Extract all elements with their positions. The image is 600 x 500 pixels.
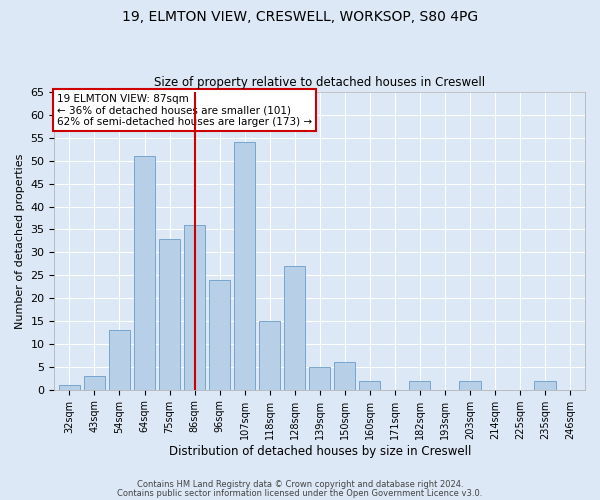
Bar — [284, 266, 305, 390]
Bar — [234, 142, 255, 390]
X-axis label: Distribution of detached houses by size in Creswell: Distribution of detached houses by size … — [169, 444, 471, 458]
Bar — [159, 238, 180, 390]
Bar — [84, 376, 105, 390]
Bar — [459, 380, 481, 390]
Bar — [359, 380, 380, 390]
Text: Contains public sector information licensed under the Open Government Licence v3: Contains public sector information licen… — [118, 489, 482, 498]
Text: Contains HM Land Registry data © Crown copyright and database right 2024.: Contains HM Land Registry data © Crown c… — [137, 480, 463, 489]
Bar — [535, 380, 556, 390]
Title: Size of property relative to detached houses in Creswell: Size of property relative to detached ho… — [154, 76, 485, 90]
Bar — [259, 321, 280, 390]
Bar — [59, 385, 80, 390]
Text: 19, ELMTON VIEW, CRESWELL, WORKSOP, S80 4PG: 19, ELMTON VIEW, CRESWELL, WORKSOP, S80 … — [122, 10, 478, 24]
Text: 19 ELMTON VIEW: 87sqm
← 36% of detached houses are smaller (101)
62% of semi-det: 19 ELMTON VIEW: 87sqm ← 36% of detached … — [57, 94, 312, 126]
Bar — [409, 380, 430, 390]
Bar — [209, 280, 230, 390]
Bar — [184, 225, 205, 390]
Y-axis label: Number of detached properties: Number of detached properties — [15, 153, 25, 328]
Bar — [334, 362, 355, 390]
Bar — [309, 367, 331, 390]
Bar — [109, 330, 130, 390]
Bar — [134, 156, 155, 390]
